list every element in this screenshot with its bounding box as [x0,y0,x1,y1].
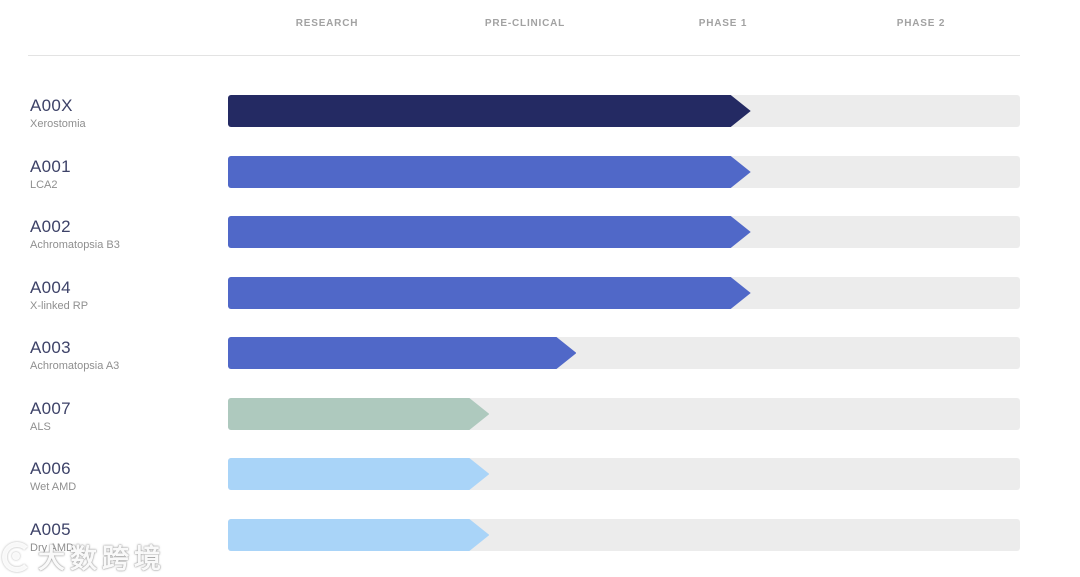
pipeline-row: A002 Achromatopsia B3 [0,216,1080,251]
pipeline-row: A003 Achromatopsia A3 [0,337,1080,372]
progress-bar [228,277,751,309]
progress-track [228,519,1020,551]
progress-bar [228,156,751,188]
program-label: A00X Xerostomia [30,96,86,131]
program-code: A002 [30,217,71,236]
program-label: A005 Dry AMD [30,520,74,555]
progress-bar [228,216,751,248]
pipeline-row: A005 Dry AMD [0,519,1080,554]
pipeline-row: A001 LCA2 [0,156,1080,191]
progress-bar [228,337,576,369]
progress-track [228,156,1020,188]
program-label: A001 LCA2 [30,157,71,192]
pipeline-row: A006 Wet AMD [0,458,1080,493]
program-indication: Achromatopsia A3 [30,360,120,372]
program-indication: ALS [30,421,51,433]
program-indication: Dry AMD [30,542,74,554]
program-label: A004 X-linked RP [30,278,88,313]
pipeline-row: A00X Xerostomia [0,95,1080,130]
pipeline-row: A004 X-linked RP [0,277,1080,312]
program-indication: Wet AMD [30,481,77,493]
program-label: A003 Achromatopsia A3 [30,338,119,373]
program-code: A003 [30,338,71,357]
phase-header-research: RESEARCH [295,18,359,29]
progress-bar [228,398,489,430]
progress-track [228,216,1020,248]
program-label: A007 ALS [30,399,71,434]
progress-track [228,458,1020,490]
program-label: A006 Wet AMD [30,459,76,494]
program-code: A005 [30,520,71,539]
progress-track [228,398,1020,430]
header-divider [28,55,1020,56]
progress-track [228,337,1020,369]
program-indication: Xerostomia [30,118,86,130]
progress-bar [228,458,489,490]
program-code: A00X [30,96,73,115]
phase-header-phase-1: PHASE 1 [698,18,748,29]
program-indication: Achromatopsia B3 [30,239,120,251]
program-code: A007 [30,399,71,418]
program-indication: LCA2 [30,179,58,191]
progress-bar [228,519,489,551]
phase-header-phase-2: PHASE 2 [896,18,946,29]
progress-track [228,95,1020,127]
program-code: A001 [30,157,71,176]
program-indication: X-linked RP [30,300,89,312]
program-code: A004 [30,278,71,297]
program-label: A002 Achromatopsia B3 [30,217,120,252]
phase-header-pre-clinical: PRE-CLINICAL [484,18,566,29]
progress-bar [228,95,751,127]
progress-track [228,277,1020,309]
pipeline-row: A007 ALS [0,398,1080,433]
program-code: A006 [30,459,71,478]
